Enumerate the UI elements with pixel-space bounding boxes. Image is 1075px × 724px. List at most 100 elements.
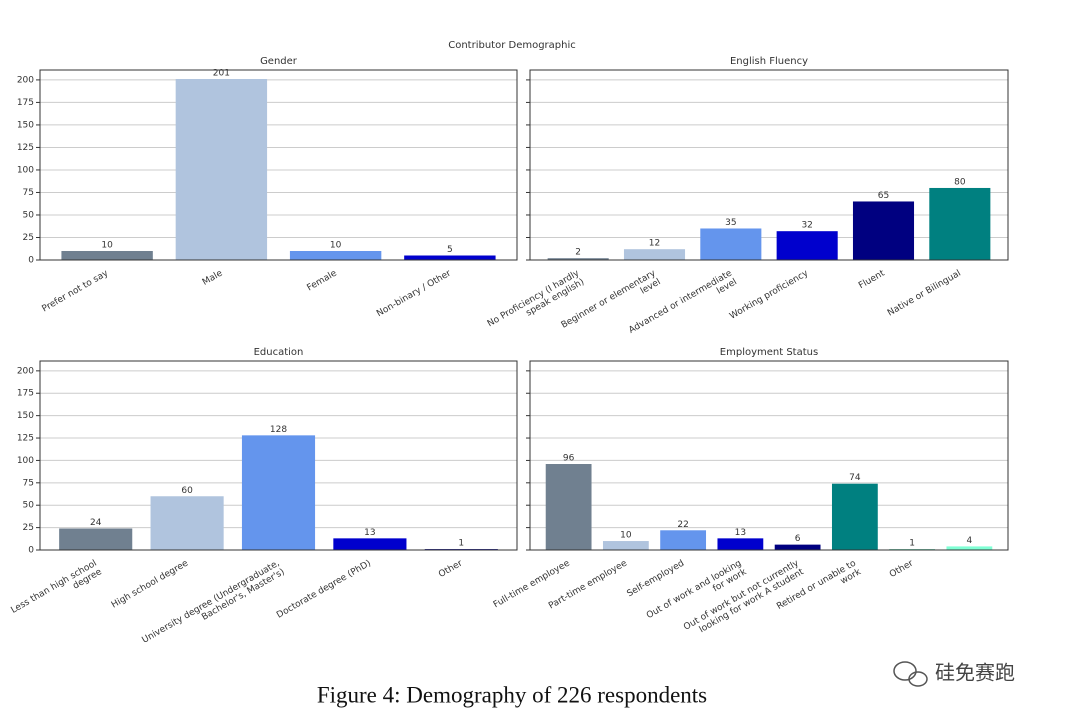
y-tick-label: 0 [28,256,34,266]
x-tick-label-line: Other [888,558,915,580]
value-label: 1 [458,539,464,549]
y-tick-label: 0 [28,546,34,556]
value-label: 12 [649,239,660,249]
x-tick-label: Native or Bilingual [886,268,963,318]
axes-frame [39,360,518,551]
x-tick-label: High school degree [110,558,191,610]
x-tick-label-line: Native or Bilingual [886,268,963,318]
value-label: 65 [878,191,889,201]
y-tick-label: 75 [23,478,34,488]
bar [241,435,316,550]
value-label: 13 [735,528,746,538]
subplot-title: English Fluency [730,56,808,67]
bar [717,538,764,550]
x-tick-label: Non-binary / Other [375,268,453,319]
bar [660,530,707,550]
value-label: 201 [213,69,230,79]
value-label: 4 [967,536,973,546]
y-tick-label: 100 [17,456,34,466]
axes-frame [39,69,518,261]
axes-frame [529,360,1009,551]
value-label: 5 [447,245,453,255]
value-label: 32 [801,221,812,231]
bar [61,250,153,260]
value-label: 128 [270,425,287,435]
y-tick-label: 150 [17,411,34,421]
x-tick-label: Fluent [857,268,887,291]
y-tick-label: 150 [17,120,34,130]
value-label: 10 [330,240,342,250]
bar [175,79,268,261]
value-label: 22 [677,520,688,530]
axes-frame [529,69,1009,261]
value-label: 96 [563,454,575,464]
bar [545,464,592,550]
subplot-title: Gender [260,56,298,67]
y-tick-label: 125 [17,434,34,444]
x-tick-label-line: Working proficiency [728,268,811,321]
watermark: 硅免赛跑 [935,661,1015,685]
watermark-icon [893,661,928,687]
value-label: 13 [364,528,375,538]
value-label: 6 [795,534,801,544]
bar [333,538,407,550]
y-tick-label: 50 [23,501,35,511]
value-label: 80 [954,177,966,187]
x-tick-label-line: Female [305,268,339,293]
x-tick-label: Other [888,558,915,580]
x-tick-label-line: Non-binary / Other [375,268,453,319]
value-label: 2 [575,248,581,258]
y-tick-label: 125 [17,143,34,153]
bar [946,546,993,550]
bar [700,228,762,260]
caption: Figure 4: Demography of 226 respondents [317,682,707,707]
y-tick-label: 200 [17,75,34,85]
bar [404,255,496,260]
x-tick-label: Prefer not to say [40,268,110,314]
subplot-title: Education [254,347,304,358]
x-tick-label: Other [437,558,464,580]
bar [929,187,991,260]
x-tick-label-line: Less than high school [9,558,98,615]
x-tick-label: Working proficiency [728,268,811,321]
value-label: 35 [725,218,736,228]
x-tick-label-line: High school degree [110,558,191,610]
x-tick-label: Doctorate degree (PhD) [275,558,373,620]
bar [774,544,821,550]
bar [150,496,224,550]
y-tick-label: 50 [23,210,35,220]
bar [852,201,915,260]
bar [547,258,609,260]
value-label: 10 [620,531,632,541]
x-tick-label: Male [201,268,225,288]
y-tick-label: 75 [23,188,34,198]
y-tick-label: 100 [17,165,34,175]
bar [776,231,838,260]
bar [289,250,382,260]
value-label: 74 [849,473,861,483]
value-label: 10 [101,240,113,250]
y-tick-label: 175 [17,389,34,399]
x-tick-label: No Proficiency (I hardlyspeak english) [486,268,587,338]
bar [602,541,649,550]
x-tick-label-line: Male [201,268,225,288]
bar [623,249,686,260]
y-tick-label: 25 [23,523,34,533]
bar [831,483,878,550]
x-tick-label-line: Doctorate degree (PhD) [275,558,373,620]
x-tick-label: Less than high schooldegree [9,558,104,624]
y-tick-label: 25 [23,233,34,243]
value-label: 24 [90,518,102,528]
value-label: 60 [181,486,193,496]
x-tick-label-line: Other [437,558,464,580]
value-label: 1 [909,539,915,549]
figure-title: Contributor Demographic [448,40,576,51]
bar [59,528,133,550]
x-tick-label-line: Fluent [857,268,887,291]
x-tick-label: Female [305,268,339,293]
y-tick-label: 200 [17,366,34,376]
subplot-title: Employment Status [720,347,818,358]
y-tick-label: 175 [17,98,34,108]
x-tick-label-line: Prefer not to say [40,268,110,314]
